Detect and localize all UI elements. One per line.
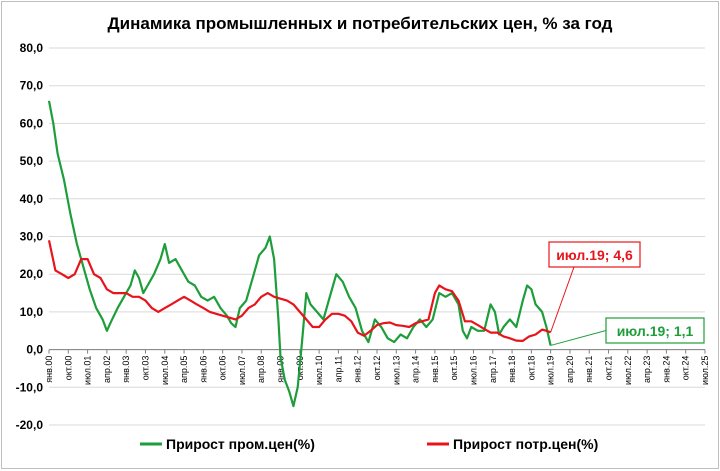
y-tick-label: 60,0	[20, 116, 44, 130]
x-tick-label: апр.14	[411, 356, 421, 383]
series-line-industrial-prices	[47, 100, 552, 408]
series-line-consumer-prices	[47, 240, 551, 342]
x-tick-label: янв.21	[584, 356, 594, 383]
y-tick-label: 40,0	[20, 192, 44, 206]
y-tick-label: 20,0	[20, 267, 44, 281]
y-tick-label: 10,0	[20, 305, 44, 319]
callout-label: июл.19; 4,6	[556, 247, 633, 263]
callout-box	[605, 317, 705, 344]
x-tick-label: апр.20	[565, 356, 575, 383]
x-tick-label: окт.15	[449, 356, 459, 381]
x-tick-label: янв.15	[430, 356, 440, 383]
legend: Прирост пром.цен(%) Прирост потр.цен(%)	[140, 436, 598, 452]
x-tick-label: янв.03	[121, 356, 131, 383]
x-tick-label: апр.05	[179, 356, 189, 383]
x-tick-label: окт.06	[218, 356, 228, 381]
x-tick-label: июл.25	[700, 356, 710, 385]
series-lines	[47, 100, 552, 408]
y-axis-ticks: -20,0 -10,0 0,0 10,0 20,0 30,0 40,0 50,0 60,0 70,…	[16, 41, 44, 432]
callout-box	[548, 241, 641, 268]
callout-label: июл.19; 1,1	[617, 323, 694, 339]
x-tick-label: окт.03	[140, 356, 150, 381]
callouts: июл.19; 4,6 июл.19; 1,1	[548, 241, 705, 346]
x-tick-label: янв.24	[661, 356, 671, 383]
x-tick-label: апр.17	[488, 356, 498, 383]
x-tick-label: янв.18	[507, 356, 517, 383]
x-tick-label: янв.09	[276, 356, 286, 383]
y-tick-label: 0,0	[26, 343, 43, 357]
x-tick-label: окт.18	[526, 356, 536, 381]
x-tick-label: июл.19	[546, 356, 556, 385]
legend-label: Прирост потр.цен(%)	[453, 436, 598, 452]
x-tick-label: янв.00	[44, 356, 54, 383]
x-tick-label: июл.07	[237, 356, 247, 385]
x-tick-label: июл.04	[160, 356, 170, 385]
x-tick-label: апр.23	[642, 356, 652, 383]
x-tick-label: окт.24	[681, 356, 691, 381]
x-tick-label: янв.06	[198, 356, 208, 383]
x-tick-label: июл.01	[83, 356, 93, 385]
y-tick-label: -10,0	[16, 380, 44, 394]
legend-label: Прирост пром.цен(%)	[166, 436, 315, 452]
x-tick-label: июл.10	[314, 356, 324, 385]
x-tick-label: июл.22	[623, 356, 633, 385]
x-tick-label: окт.00	[63, 356, 73, 381]
x-tick-label: окт.21	[604, 356, 614, 381]
x-tick-label: янв.12	[353, 356, 363, 383]
y-tick-label: 80,0	[20, 41, 44, 55]
x-tick-label: апр.08	[256, 356, 266, 383]
x-axis: янв.00 окт.00 июл.01 апр.02 янв.03 окт.03 июл.…	[44, 349, 710, 385]
x-tick-label: окт.12	[372, 356, 382, 381]
x-tick-label: июл.16	[468, 356, 478, 385]
y-tick-label: 50,0	[20, 154, 44, 168]
callout-leader	[550, 266, 575, 333]
chart-title: Динамика промышленных и потребительских …	[108, 14, 613, 33]
x-tick-label: апр.11	[333, 356, 343, 383]
callout-leader	[550, 330, 607, 346]
y-tick-label: 70,0	[20, 79, 44, 93]
y-tick-label: 30,0	[20, 230, 44, 244]
y-tick-label: -20,0	[16, 418, 44, 432]
x-tick-label: июл.13	[391, 356, 401, 385]
x-tick-label: апр.02	[102, 356, 112, 383]
